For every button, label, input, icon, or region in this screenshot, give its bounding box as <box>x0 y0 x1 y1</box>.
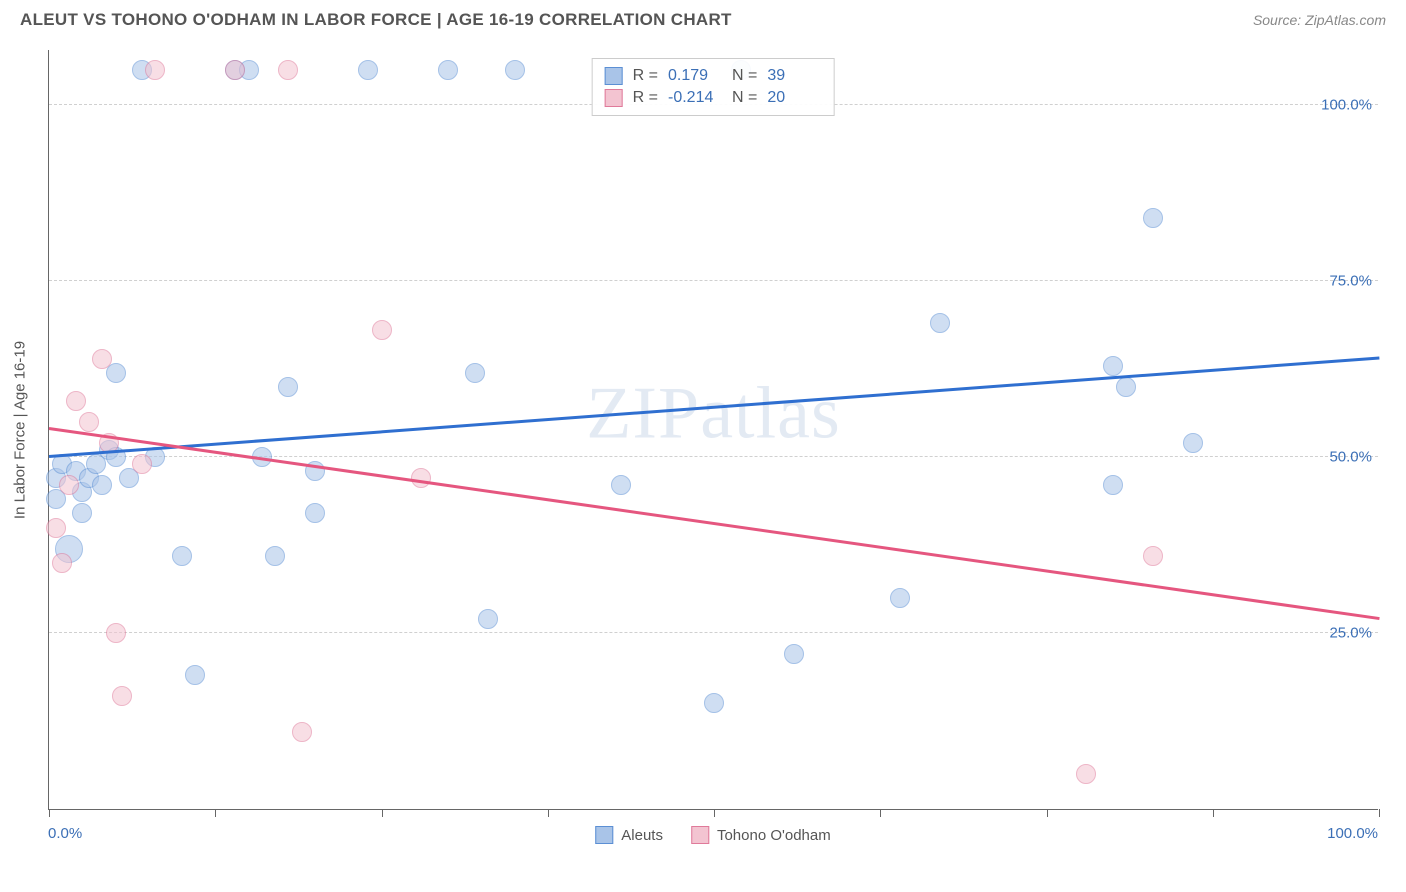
x-tick <box>548 809 549 817</box>
legend-swatch-tohono <box>691 826 709 844</box>
stats-box: R = 0.179 N = 39 R = -0.214 N = 20 <box>592 58 835 116</box>
legend-swatch-aleuts <box>595 826 613 844</box>
data-point <box>1143 208 1163 228</box>
data-point <box>372 320 392 340</box>
x-tick <box>880 809 881 817</box>
data-point <box>92 475 112 495</box>
data-point <box>79 412 99 432</box>
data-point <box>145 60 165 80</box>
data-point <box>1143 546 1163 566</box>
data-point <box>278 60 298 80</box>
data-point <box>465 363 485 383</box>
chart-title: ALEUT VS TOHONO O'ODHAM IN LABOR FORCE |… <box>20 10 732 30</box>
chart-header: ALEUT VS TOHONO O'ODHAM IN LABOR FORCE |… <box>0 0 1406 36</box>
y-tick-label: 100.0% <box>1321 97 1372 114</box>
data-point <box>784 644 804 664</box>
legend-item-tohono: Tohono O'odham <box>691 826 831 844</box>
x-axis-max-label: 100.0% <box>1327 825 1378 842</box>
legend-label-tohono: Tohono O'odham <box>717 827 831 844</box>
data-point <box>132 454 152 474</box>
x-axis-min-label: 0.0% <box>48 825 82 842</box>
y-axis-title: In Labor Force | Age 16-19 <box>12 341 29 519</box>
data-point <box>46 518 66 538</box>
x-tick <box>215 809 216 817</box>
swatch-aleuts <box>605 67 623 85</box>
data-point <box>265 546 285 566</box>
n-value-aleuts: 39 <box>767 67 821 85</box>
data-point <box>106 623 126 643</box>
legend-label-aleuts: Aleuts <box>621 827 663 844</box>
data-point <box>505 60 525 80</box>
y-tick-label: 75.0% <box>1329 273 1372 290</box>
r-value-aleuts: 0.179 <box>668 67 722 85</box>
x-tick <box>382 809 383 817</box>
trend-line <box>49 356 1379 457</box>
gridline <box>49 280 1378 281</box>
data-point <box>1183 433 1203 453</box>
data-point <box>112 686 132 706</box>
data-point <box>438 60 458 80</box>
n-value-tohono: 20 <box>767 89 821 107</box>
data-point <box>305 503 325 523</box>
x-tick <box>1213 809 1214 817</box>
x-tick <box>1379 809 1380 817</box>
data-point <box>358 60 378 80</box>
x-tick <box>1047 809 1048 817</box>
stats-row-tohono: R = -0.214 N = 20 <box>605 87 822 109</box>
data-point <box>478 609 498 629</box>
source-label: Source: ZipAtlas.com <box>1253 12 1386 28</box>
data-point <box>185 665 205 685</box>
data-point <box>611 475 631 495</box>
plot-region: ZIPatlas 25.0%50.0%75.0%100.0% <box>48 50 1378 810</box>
x-tick <box>714 809 715 817</box>
data-point <box>66 391 86 411</box>
chart-area: ZIPatlas 25.0%50.0%75.0%100.0% In Labor … <box>48 50 1378 810</box>
data-point <box>92 349 112 369</box>
x-tick <box>49 809 50 817</box>
data-point <box>1103 475 1123 495</box>
data-point <box>930 313 950 333</box>
data-point <box>59 475 79 495</box>
legend: Aleuts Tohono O'odham <box>595 826 830 844</box>
y-tick-label: 50.0% <box>1329 449 1372 466</box>
gridline <box>49 632 1378 633</box>
data-point <box>1116 377 1136 397</box>
r-value-tohono: -0.214 <box>668 89 722 107</box>
y-tick-label: 25.0% <box>1329 625 1372 642</box>
stats-row-aleuts: R = 0.179 N = 39 <box>605 65 822 87</box>
swatch-tohono <box>605 89 623 107</box>
data-point <box>1103 356 1123 376</box>
legend-item-aleuts: Aleuts <box>595 826 663 844</box>
data-point <box>52 553 72 573</box>
data-point <box>704 693 724 713</box>
data-point <box>225 60 245 80</box>
data-point <box>278 377 298 397</box>
data-point <box>292 722 312 742</box>
data-point <box>1076 764 1096 784</box>
data-point <box>72 503 92 523</box>
data-point <box>890 588 910 608</box>
data-point <box>172 546 192 566</box>
